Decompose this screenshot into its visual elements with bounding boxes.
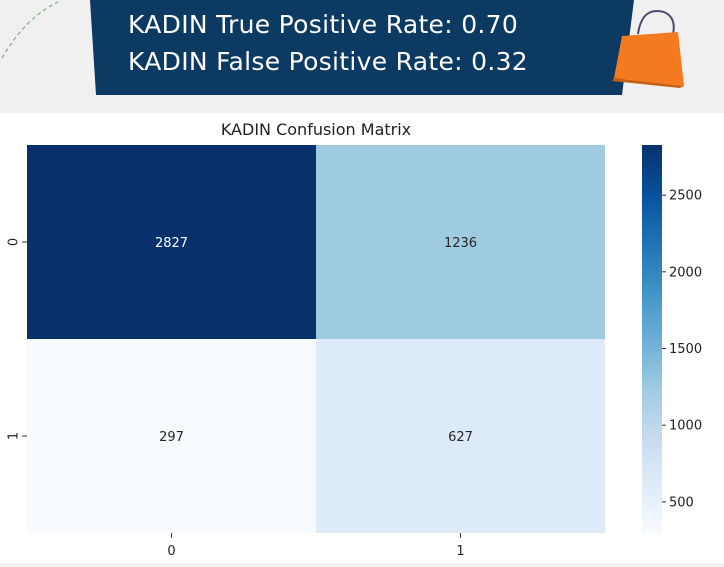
chart-title: KADIN Confusion Matrix	[221, 120, 411, 139]
colorbar-tick-label: 1000	[669, 419, 702, 434]
colorbar-tick-label: 2500	[669, 189, 702, 204]
x-tick-label: 0	[167, 544, 175, 559]
rate-banner	[90, 0, 634, 95]
colorbar	[642, 145, 662, 533]
y-tick-label: 0	[7, 238, 22, 246]
heatmap-cell-r1-c0	[27, 339, 316, 533]
cell-value-label: 297	[159, 430, 184, 445]
false-positive-rate-text: KADIN False Positive Rate: 0.32	[128, 47, 529, 76]
colorbar-tick-label: 1500	[669, 342, 702, 357]
heatmap-cell-r0-c1	[316, 145, 605, 339]
colorbar-tick-label: 500	[669, 495, 694, 510]
cell-value-label: 2827	[155, 236, 188, 251]
confusion-matrix-chart: KADIN Confusion Matrix 2827 1236 297 627 0 1…	[7, 120, 703, 559]
true-positive-rate-text: KADIN True Positive Rate: 0.70	[128, 10, 519, 39]
colorbar-tick-label: 2000	[669, 265, 702, 280]
chart-area: KADIN Confusion Matrix 2827 1236 297 627 0 1…	[0, 113, 724, 563]
banner-text: KADIN True Positive Rate: 0.70 KADIN Fal…	[128, 6, 528, 80]
y-tick-label: 1	[7, 432, 22, 440]
cell-value-label: 1236	[444, 236, 477, 251]
cell-value-label: 627	[448, 430, 473, 445]
x-tick-label: 1	[456, 544, 464, 559]
decorative-curve	[1, 1, 59, 59]
heatmap-cell-r1-c1	[316, 339, 605, 533]
banner-background	[90, 0, 634, 95]
shopping-bag-icon	[612, 10, 684, 88]
heatmap-cell-r0-c0	[27, 145, 316, 339]
